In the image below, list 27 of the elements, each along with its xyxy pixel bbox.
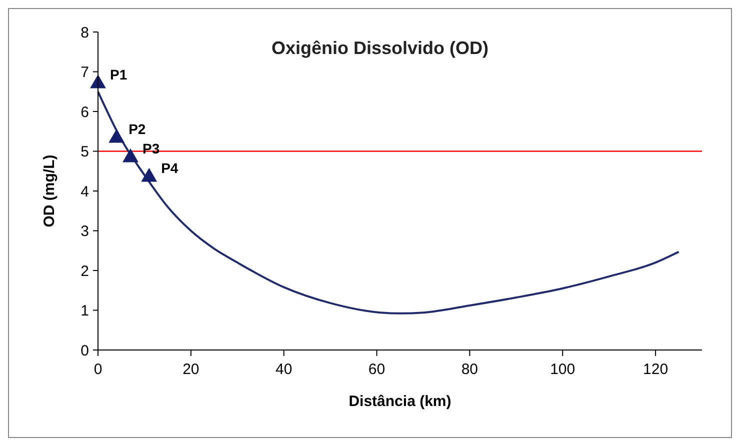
x-axis-title: Distância (km) xyxy=(348,393,452,410)
y-tick-label: 0 xyxy=(80,342,89,360)
x-tick-label: 100 xyxy=(550,361,576,378)
point xyxy=(90,74,106,88)
x-tick-label: 0 xyxy=(94,361,102,378)
y-tick-label: 3 xyxy=(80,223,89,240)
x-tick-label: 80 xyxy=(461,361,478,378)
annotation: P4 xyxy=(161,160,178,176)
y-tick-label: 8 xyxy=(80,24,89,42)
y-tick-label: 6 xyxy=(80,104,89,121)
y-axis-title: OD (mg/L) xyxy=(41,154,58,228)
point xyxy=(141,168,158,182)
annotation: P2 xyxy=(128,121,146,138)
x-tick-label: 40 xyxy=(276,361,292,378)
y-tick-label: 5 xyxy=(80,144,89,160)
chart-title: Oxigênio Dissolvido (OD) xyxy=(271,38,489,58)
y-tick-label: 1 xyxy=(80,302,89,320)
y-tick-label: 7 xyxy=(80,64,89,81)
annotation: P1 xyxy=(110,66,128,83)
x-tick-label: 60 xyxy=(368,361,386,378)
point xyxy=(108,128,125,143)
x-tick-label: 20 xyxy=(182,361,200,378)
x-tick-label: 120 xyxy=(643,361,668,378)
y-tick-label: 2 xyxy=(80,262,89,280)
point xyxy=(122,148,138,162)
y-tick-label: 4 xyxy=(80,183,89,200)
line-series xyxy=(97,90,680,314)
